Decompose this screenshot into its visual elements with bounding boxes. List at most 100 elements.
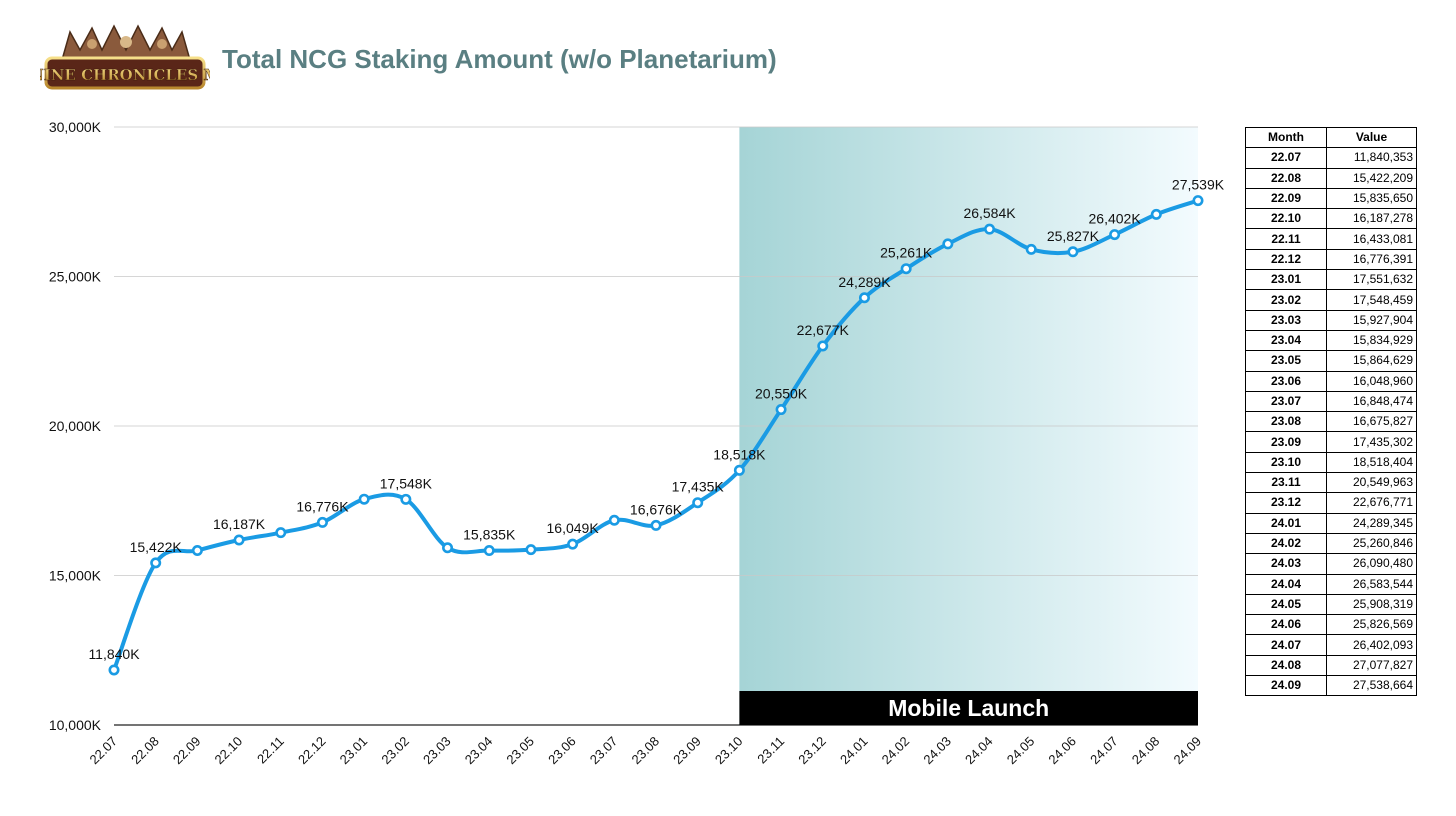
x-tick-label: 24.03 xyxy=(920,734,954,768)
table-cell-value: 17,551,632 xyxy=(1326,269,1417,291)
table-cell-value: 16,848,474 xyxy=(1326,390,1417,413)
x-tick-label: 24.06 xyxy=(1045,734,1079,768)
data-label: 17,435K xyxy=(672,479,725,495)
x-tick-label: 22.09 xyxy=(170,734,204,768)
x-tick-label: 23.05 xyxy=(503,734,537,768)
x-tick-label: 23.04 xyxy=(462,734,496,768)
table-cell-value: 24,289,345 xyxy=(1326,512,1417,534)
table-cell-value: 20,549,963 xyxy=(1326,472,1417,494)
table-cell-month: 23.09 xyxy=(1245,431,1327,453)
table-cell-month: 23.03 xyxy=(1245,309,1327,331)
data-point xyxy=(567,538,579,550)
mobile-launch-label: Mobile Launch xyxy=(888,695,1049,721)
data-label: 11,840K xyxy=(88,646,140,662)
x-tick-label: 22.11 xyxy=(254,734,287,767)
table-cell-value: 25,908,319 xyxy=(1326,593,1417,616)
table-cell-value: 25,826,569 xyxy=(1326,614,1417,636)
table-cell-value: 16,776,391 xyxy=(1326,248,1417,271)
table-row: 23.10 18,518,404 xyxy=(1245,451,1417,474)
table-row: 23.05 15,864,629 xyxy=(1245,350,1417,372)
data-point xyxy=(1150,208,1162,220)
data-point xyxy=(233,534,245,546)
data-label: 16,776K xyxy=(296,498,349,514)
table-row: 24.05 25,908,319 xyxy=(1245,593,1417,616)
data-label: 16,676K xyxy=(630,501,683,517)
data-label: 24,289K xyxy=(838,274,891,290)
table-cell-month: 22.12 xyxy=(1245,248,1327,271)
data-label: 15,422K xyxy=(130,539,183,555)
table-cell-month: 24.03 xyxy=(1245,553,1327,575)
data-point xyxy=(191,545,203,557)
line-chart: 10,000K 15,000K 20,000K 25,000K 30,000K 22.0… xyxy=(49,119,1225,768)
logo-text: NINE CHRONICLES M xyxy=(40,66,210,84)
table-cell-value: 16,433,081 xyxy=(1326,228,1417,250)
table-cell-month: 22.07 xyxy=(1245,147,1327,169)
table-cell-value: 25,260,846 xyxy=(1326,532,1417,555)
table-cell-month: 24.02 xyxy=(1245,532,1327,555)
data-label: 27,539K xyxy=(1172,177,1225,193)
table-cell-value: 16,048,960 xyxy=(1326,370,1417,392)
table-row: 23.04 15,834,929 xyxy=(1245,329,1417,352)
table-cell-month: 24.08 xyxy=(1245,654,1327,677)
table-cell-month: 24.09 xyxy=(1245,675,1327,697)
table-cell-month: 23.11 xyxy=(1245,472,1327,494)
table-cell-value: 15,422,209 xyxy=(1326,167,1417,189)
y-tick-label: 20,000K xyxy=(49,418,102,434)
x-tick-label: 23.01 xyxy=(337,734,371,768)
table-row: 23.01 17,551,632 xyxy=(1245,269,1417,291)
table-row: 22.09 15,835,650 xyxy=(1245,187,1417,210)
x-tick-label: 23.10 xyxy=(712,734,746,768)
y-tick-label: 15,000K xyxy=(49,568,102,584)
data-point xyxy=(1025,243,1037,255)
table-row: 24.09 27,538,664 xyxy=(1245,675,1417,697)
x-tick-label: 23.06 xyxy=(545,734,579,768)
data-point xyxy=(1109,229,1121,241)
data-point xyxy=(442,542,454,554)
x-tick-label: 23.11 xyxy=(754,734,787,767)
data-point xyxy=(525,544,537,556)
data-label: 16,187K xyxy=(213,516,266,532)
table-cell-month: 24.06 xyxy=(1245,614,1327,636)
table-cell-month: 22.10 xyxy=(1245,208,1327,230)
table-header-row: Month Value xyxy=(1245,126,1417,149)
x-tick-label: 23.09 xyxy=(670,734,704,768)
x-tick-label: 24.04 xyxy=(962,734,996,768)
table-row: 23.07 16,848,474 xyxy=(1245,390,1417,413)
table-row: 22.12 16,776,391 xyxy=(1245,248,1417,271)
table-cell-month: 23.06 xyxy=(1245,370,1327,392)
table-row: 22.07 11,840,353 xyxy=(1245,147,1417,169)
data-point xyxy=(400,493,412,505)
table-cell-value: 11,840,353 xyxy=(1326,147,1417,169)
table-cell-value: 22,676,771 xyxy=(1326,492,1417,514)
x-tick-label: 23.08 xyxy=(629,734,663,768)
table-row: 23.09 17,435,302 xyxy=(1245,431,1417,453)
x-tick-label: 23.07 xyxy=(587,734,621,768)
table-cell-month: 22.09 xyxy=(1245,187,1327,210)
table-row: 23.02 17,548,459 xyxy=(1245,289,1417,311)
table-row: 23.06 16,048,960 xyxy=(1245,370,1417,392)
data-label: 16,049K xyxy=(547,520,600,536)
data-point xyxy=(858,292,870,304)
data-point xyxy=(316,516,328,528)
table-cell-value: 15,835,650 xyxy=(1326,187,1417,210)
table-row: 23.11 20,549,963 xyxy=(1245,472,1417,494)
table-row: 24.01 24,289,345 xyxy=(1245,512,1417,534)
table-cell-month: 24.01 xyxy=(1245,512,1327,534)
x-tick-label: 24.01 xyxy=(837,734,871,768)
table-cell-value: 16,187,278 xyxy=(1326,208,1417,230)
table-cell-month: 24.05 xyxy=(1245,593,1327,616)
table-cell-month: 23.07 xyxy=(1245,390,1327,413)
data-point xyxy=(650,519,662,531)
x-tick-label: 24.08 xyxy=(1129,734,1163,768)
x-tick-label: 24.07 xyxy=(1087,734,1121,768)
table-cell-month: 24.07 xyxy=(1245,634,1327,656)
data-point xyxy=(775,404,787,416)
data-point xyxy=(692,497,704,509)
table-cell-month: 23.04 xyxy=(1245,329,1327,352)
data-point xyxy=(817,340,829,352)
data-point xyxy=(900,263,912,275)
table-cell-value: 26,402,093 xyxy=(1326,634,1417,656)
table-header-month: Month xyxy=(1245,126,1327,149)
y-tick-label: 30,000K xyxy=(49,119,102,135)
data-point xyxy=(733,464,745,476)
